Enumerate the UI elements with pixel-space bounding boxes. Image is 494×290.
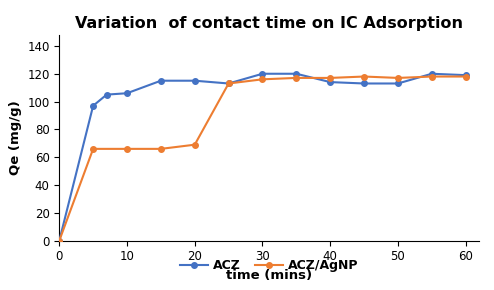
ACZ/AgNP [226, 82, 232, 85]
ACZ/AgNP [90, 147, 96, 151]
ACZ/AgNP [327, 76, 333, 80]
Title: Variation  of contact time on IC Adsorption: Variation of contact time on IC Adsorpti… [75, 16, 463, 31]
ACZ [395, 82, 401, 85]
Line: ACZ: ACZ [56, 71, 468, 244]
ACZ [327, 80, 333, 84]
ACZ/AgNP [56, 239, 62, 242]
ACZ/AgNP [361, 75, 367, 78]
ACZ [259, 72, 265, 75]
ACZ [90, 104, 96, 108]
ACZ/AgNP [124, 147, 130, 151]
X-axis label: time (mins): time (mins) [226, 269, 312, 282]
ACZ/AgNP [395, 76, 401, 80]
Line: ACZ/AgNP: ACZ/AgNP [56, 74, 468, 244]
ACZ [124, 91, 130, 95]
Legend: ACZ, ACZ/AgNP: ACZ, ACZ/AgNP [180, 259, 359, 272]
ACZ/AgNP [293, 76, 299, 80]
ACZ [463, 73, 469, 77]
ACZ [104, 93, 110, 96]
ACZ [56, 239, 62, 242]
ACZ [226, 82, 232, 85]
ACZ/AgNP [192, 143, 198, 146]
ACZ [429, 72, 435, 75]
ACZ/AgNP [429, 75, 435, 78]
Y-axis label: Qe (mg/g): Qe (mg/g) [8, 100, 22, 175]
ACZ [192, 79, 198, 82]
ACZ/AgNP [463, 75, 469, 78]
ACZ [158, 79, 164, 82]
ACZ/AgNP [259, 78, 265, 81]
ACZ [293, 72, 299, 75]
ACZ [361, 82, 367, 85]
ACZ/AgNP [158, 147, 164, 151]
